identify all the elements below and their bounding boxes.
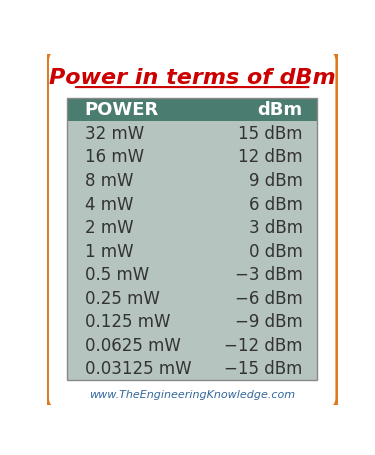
Text: 0 dBm: 0 dBm — [249, 242, 303, 260]
Text: dBm: dBm — [258, 101, 303, 119]
Text: 16 mW: 16 mW — [85, 148, 144, 166]
Text: 0.03125 mW: 0.03125 mW — [85, 360, 191, 378]
FancyBboxPatch shape — [47, 51, 338, 409]
Text: 0.25 mW: 0.25 mW — [85, 289, 159, 307]
Text: −9 dBm: −9 dBm — [235, 313, 303, 331]
Text: 3 dBm: 3 dBm — [249, 219, 303, 237]
Text: 2 mW: 2 mW — [85, 219, 133, 237]
Text: 6 dBm: 6 dBm — [249, 195, 303, 213]
Text: −6 dBm: −6 dBm — [235, 289, 303, 307]
FancyBboxPatch shape — [67, 98, 317, 380]
Text: POWER: POWER — [85, 101, 159, 119]
Text: −12 dBm: −12 dBm — [224, 336, 303, 354]
Text: −15 dBm: −15 dBm — [224, 360, 303, 378]
Text: 12 dBm: 12 dBm — [238, 148, 303, 166]
Text: 32 mW: 32 mW — [85, 125, 144, 142]
Text: 0.5 mW: 0.5 mW — [85, 266, 149, 283]
Text: 8 mW: 8 mW — [85, 172, 133, 190]
Text: 0.0625 mW: 0.0625 mW — [85, 336, 180, 354]
Text: 1 mW: 1 mW — [85, 242, 133, 260]
FancyBboxPatch shape — [67, 98, 317, 122]
Text: 0.125 mW: 0.125 mW — [85, 313, 170, 331]
Text: 15 dBm: 15 dBm — [238, 125, 303, 142]
Text: −3 dBm: −3 dBm — [235, 266, 303, 283]
Text: www.TheEngineeringKnowledge.com: www.TheEngineeringKnowledge.com — [89, 389, 295, 399]
Text: 4 mW: 4 mW — [85, 195, 133, 213]
Text: 9 dBm: 9 dBm — [249, 172, 303, 190]
Text: Power in terms of dBm: Power in terms of dBm — [49, 67, 336, 87]
